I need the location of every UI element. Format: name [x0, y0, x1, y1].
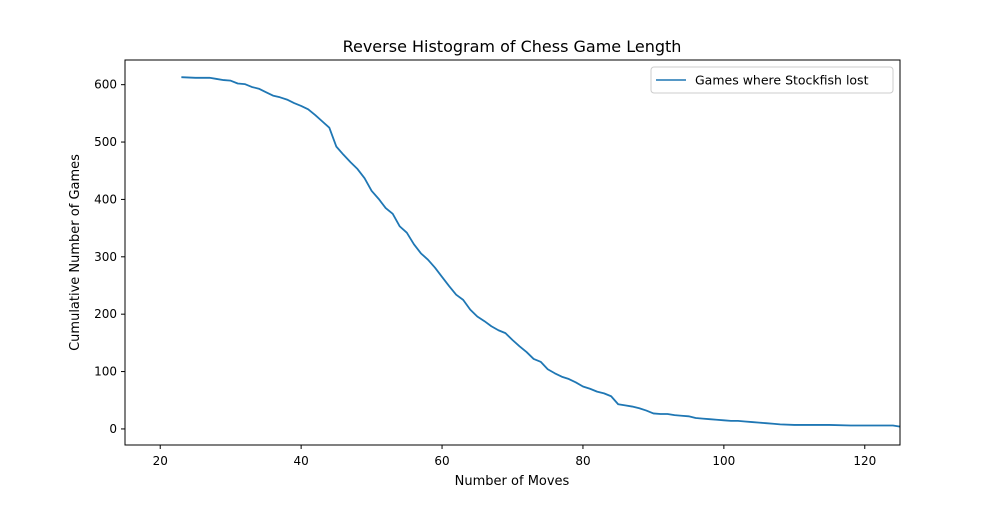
- y-tick-label: 200: [94, 307, 117, 321]
- x-tick-label: 60: [434, 454, 449, 468]
- y-tick-label: 300: [94, 250, 117, 264]
- legend-label: Games where Stockfish lost: [695, 73, 869, 88]
- plot-area: [181, 76, 901, 428]
- y-tick-label: 0: [109, 422, 117, 436]
- x-tick-label: 120: [853, 454, 876, 468]
- y-tick-label: 400: [94, 192, 117, 206]
- legend: Games where Stockfish lost: [650, 66, 894, 94]
- x-tick-label: 20: [153, 454, 168, 468]
- chart-title: Reverse Histogram of Chess Game Length: [343, 37, 682, 56]
- y-axis: 0 100 200 300 400 500 600: [94, 78, 125, 436]
- series-line-0: [181, 76, 901, 428]
- x-axis-label: Number of Moves: [455, 474, 570, 489]
- y-tick-label: 600: [94, 78, 117, 92]
- x-tick-label: 80: [575, 454, 590, 468]
- y-tick-label: 100: [94, 365, 117, 379]
- y-axis-label: Cumulative Number of Games: [68, 154, 83, 351]
- y-tick-label: 500: [94, 135, 117, 149]
- axes-frame: [124, 59, 901, 446]
- x-axis: 20 40 60 80 100 120: [153, 445, 876, 468]
- legend-box: [650, 66, 894, 94]
- x-tick-label: 40: [293, 454, 308, 468]
- x-tick-label: 100: [712, 454, 735, 468]
